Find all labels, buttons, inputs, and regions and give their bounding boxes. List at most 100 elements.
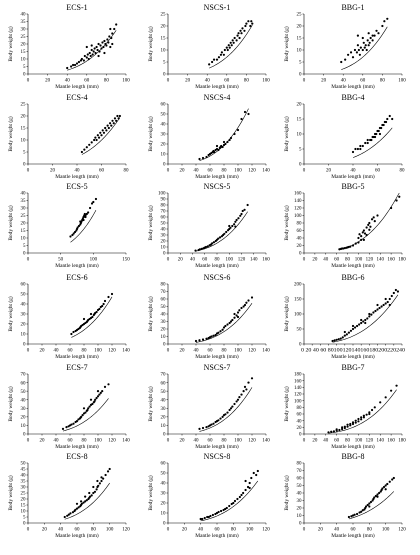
data-point [203,516,206,520]
data-point [353,513,356,516]
y-tick-label: 10 [21,333,27,338]
data-point [370,218,374,221]
data-point [362,229,365,232]
data-point [360,238,363,241]
y-tick-label: 20 [21,323,27,328]
y-tick-label: 25 [21,35,27,40]
data-point [75,507,79,510]
data-point [205,426,208,429]
data-point [388,114,391,118]
data-point [94,398,97,401]
x-axis-label: Mantle length (mm) [331,532,375,539]
data-point [335,338,338,341]
data-point [223,232,226,235]
data-point [112,122,115,125]
data-point [327,431,330,434]
data-point [104,126,107,130]
data-point [90,202,94,205]
fit-curve [71,296,113,338]
x-tick-label: 60 [202,258,208,263]
data-point [105,44,108,47]
data-point [333,339,336,342]
data-point [97,42,100,46]
data-point [209,514,212,518]
data-point [331,339,334,343]
data-point [110,292,114,296]
y-tick-label: 5 [23,65,26,70]
fit-curve [341,26,388,70]
x-tick-label: 0 [303,79,306,84]
y-tick-label: 0 [163,522,166,527]
y-tick-label: 10 [21,237,27,242]
y-tick-label: 0 [23,252,26,257]
data-point [233,223,236,226]
data-point [237,32,240,35]
data-point [95,138,98,142]
data-point [242,491,245,495]
x-tick-label: 0 [167,169,170,174]
data-point [90,48,93,52]
data-point [100,134,103,137]
panel-ecs-4: ECS-4 0 5 10 15 20 25 0 20 40 60 80 Mantle length (m… [7,93,129,180]
x-tick-label: 80 [380,79,386,84]
data-point [249,24,252,28]
data-point [107,41,110,44]
data-point [248,486,251,490]
data-point [91,402,94,406]
panel-ecs-1: ECS-1 0 5 10 15 20 25 30 35 40 0 20 40 60 80 100 Mantle … [7,3,130,90]
data-point [373,406,376,409]
data-point [212,241,216,244]
data-point [363,46,366,49]
y-axis-label: Body weight (g) [7,116,14,152]
y-tick-label: 0 [163,73,166,78]
y-axis-label: Body weight (g) [7,26,14,62]
panel-title: NSCS-4 [204,93,231,102]
data-point [386,482,389,486]
y-tick-label: 80 [297,406,303,411]
data-point [347,515,351,519]
data-point [77,506,80,509]
x-tick-label: 60 [208,349,214,354]
x-axis-label: Mantle length (mm) [55,173,99,180]
data-point [85,56,88,59]
y-tick-label: 50 [161,305,167,310]
data-point [359,147,362,151]
data-point [240,212,243,216]
y-tick-label: 10 [297,49,303,54]
data-point [103,385,107,388]
x-tick-label: 0 [27,439,30,444]
data-point [388,480,391,483]
data-point [243,385,247,388]
x-tick-label: 80 [244,79,250,84]
y-tick-label: 10 [161,424,167,429]
y-tick-label: 10 [161,49,167,54]
y-tick-label: 25 [21,103,27,108]
y-tick-label: 5 [163,61,166,66]
y-tick-label: 10 [297,133,303,138]
data-point [357,417,360,421]
panel-title: NSCS-6 [204,273,231,282]
data-point [110,124,113,127]
x-tick-label: 40 [54,349,60,354]
y-tick-label: 10 [21,58,27,63]
data-point [84,411,87,414]
data-point [201,426,205,430]
data-point [93,138,96,142]
data-point [69,235,72,238]
data-point [235,400,238,403]
data-point [347,53,350,56]
y-tick-label: 40 [161,398,167,403]
data-point [364,505,368,508]
x-tick-label: 140 [122,349,130,354]
y-tick-label: 35 [21,199,27,204]
data-point [362,238,365,241]
data-point [236,34,239,37]
data-point [103,299,107,303]
data-point [386,117,389,121]
x-axis-label: Mantle length (mm) [195,83,239,90]
data-point [369,36,372,40]
x-axis-label: Mantle length (mm) [195,262,239,269]
y-axis-label: Body weight (g) [283,116,290,152]
x-tick-label: 180 [398,439,406,444]
panel-nscs-8: NSCS-8 0 10 20 30 40 50 60 0 20 40 60 80 100 120 Mantle… [147,452,270,539]
